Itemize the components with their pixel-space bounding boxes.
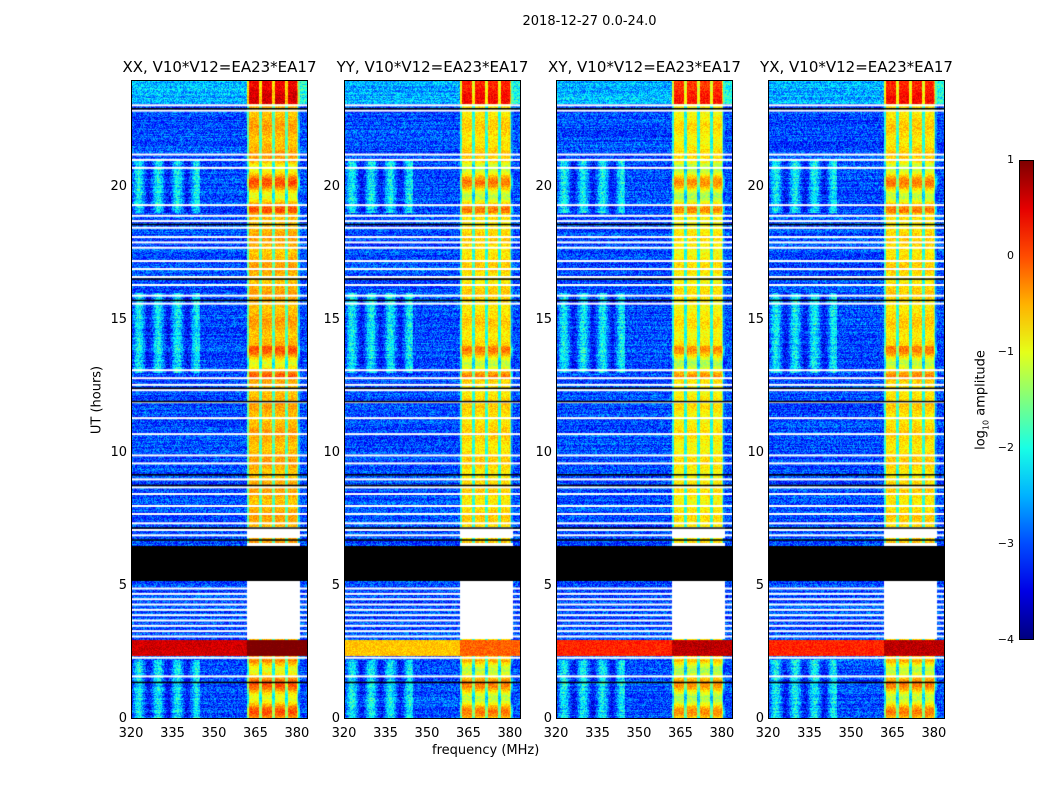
x-tick-label: 380 [284,726,310,741]
x-tick-label: 350 [201,726,227,741]
axes-frame [344,80,521,719]
y-tick-label: 20 [535,178,552,194]
figure-title: 2018-12-27 0.0-24.0 [522,14,657,29]
y-tick-label: 0 [543,711,552,726]
axes-frame [556,80,733,719]
x-tick-label: 335 [585,726,610,741]
x-tick-label: 365 [243,726,268,741]
colorbar-tick-label: 0 [1007,249,1014,262]
colorbar-tick-label: −3 [997,537,1014,550]
x-tick-label: 365 [880,726,905,741]
panel-2: YY, V10*V12=EA23*EA17 320 335 350 365 380 0 5 10… [323,58,528,741]
colorbar-tick-label: −4 [997,633,1014,646]
y-tick-label: 20 [323,178,340,194]
spectrogram-heatmap [768,80,945,719]
y-tick-label: 10 [535,444,552,460]
y-tick-label: 15 [323,311,340,327]
axes-frame [768,80,945,719]
y-tick-label: 0 [118,711,127,726]
y-tick-label: 10 [747,444,764,460]
y-tick-label: 5 [118,577,127,593]
x-tick-label: 365 [456,726,481,741]
colorbar-tick-label: −2 [997,441,1014,454]
x-tick-label: 350 [414,726,440,741]
y-tick-label: 5 [755,577,764,593]
colorbar-tick-label: 1 [1007,153,1014,166]
y-tick-label: 15 [747,311,764,327]
y-tick-label: 20 [747,178,764,194]
panel-1: XX, V10*V12=EA23*EA17 320 335 350 365 380 0 5 10… [110,58,316,741]
x-tick-label: 350 [626,726,652,741]
y-tick-label: 15 [535,311,552,327]
x-tick-label: 320 [331,726,357,741]
y-tick-label: 0 [755,711,764,726]
colorbar-label: log10 amplitude [973,350,991,450]
x-tick-label: 320 [755,726,781,741]
panel-4: YX, V10*V12=EA23*EA17 320 335 350 365 380 0 5 10… [747,58,952,741]
spectrogram-heatmap [131,80,308,719]
spectrogram-heatmap [344,80,521,719]
x-tick-label: 320 [543,726,569,741]
x-tick-label: 380 [921,726,947,741]
x-tick-label: 320 [118,726,144,741]
y-tick-label: 10 [110,444,127,460]
x-tick-label: 335 [373,726,398,741]
x-tick-label: 380 [497,726,523,741]
panel-title: YY, V10*V12=EA23*EA17 [336,58,529,76]
y-tick-label: 10 [323,444,340,460]
x-tick-label: 335 [797,726,822,741]
panel-title: YX, V10*V12=EA23*EA17 [760,58,953,76]
y-tick-label: 20 [110,178,127,194]
y-tick-label: 0 [331,711,340,726]
spectrogram-heatmap [556,80,733,719]
y-tick-label: 5 [331,577,340,593]
y-tick-label: 5 [543,577,552,593]
x-tick-label: 380 [709,726,735,741]
x-tick-label: 350 [838,726,864,741]
x-tick-label: 335 [160,726,185,741]
axes-frame [131,80,308,719]
panel-3: XY, V10*V12=EA23*EA17 320 335 350 365 380 0 5 10… [535,58,740,741]
panel-title: XX, V10*V12=EA23*EA17 [122,58,317,76]
colorbar [1019,160,1034,640]
colorbar-tick-label: −1 [997,345,1014,358]
y-tick-label: 15 [110,311,127,327]
panel-title: XY, V10*V12=EA23*EA17 [548,58,741,76]
x-tick-label: 365 [668,726,693,741]
x-axis-label: frequency (MHz) [432,743,540,758]
y-axis-label: UT (hours) [89,365,105,435]
